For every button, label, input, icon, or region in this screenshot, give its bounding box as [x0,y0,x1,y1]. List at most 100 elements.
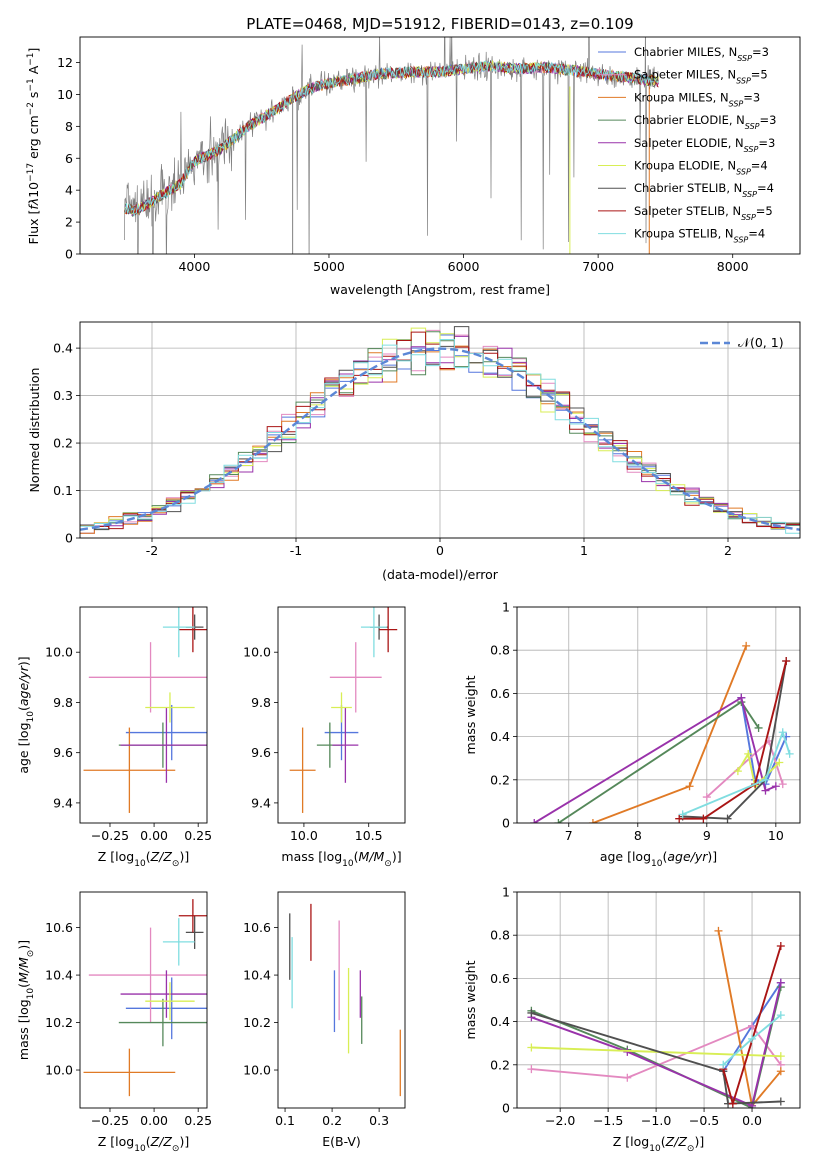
series-marker [761,786,770,795]
legend-entry: 𝒩(0, 1) [738,335,784,350]
legend-entry-count: =3 [758,136,775,150]
series-marker [778,728,787,737]
y-tick-label: 1 [502,885,510,900]
axes-frame [516,891,801,1109]
label-fragment: Z [log [98,849,134,864]
series-marker [737,693,746,702]
series-chabrier-elodie [554,698,763,823]
x-tick-label: 0.25 [184,1113,212,1128]
x-tick-label: 5000 [313,259,345,274]
series-marker [588,819,597,823]
label-fragment: ( [146,849,151,864]
y-tick-label: 10.2 [45,1015,73,1030]
plot-area [530,641,794,823]
series-marker [714,926,723,935]
x-tick-label: 1 [580,543,588,558]
label-fragment: ( [146,1134,151,1149]
age-vs-metallicity-panel: −0.25 0.00 0.259.49.69.810.0Z [log10(Z/Z⊙)… [16,606,212,869]
weight-vs-metallicity-panel: −2.0 −1.5 −1.0 −0.5 0.0 0 0.2 0.4 0.6 0.8 1 Z [log1… [463,885,801,1154]
series-salpeter-elodie [530,693,780,823]
point-salpeter-miles [329,642,382,713]
legend-entry: Chabrier MILES, NSSP=3 [634,45,769,63]
plot-area [80,326,800,534]
point-chabrier-elodie [118,998,207,1047]
label-fragment: )] [179,1134,189,1149]
y-tick-label: 9.6 [251,745,271,760]
point-kroupa-stelib [162,607,195,658]
x-tick-label: -1 [290,543,302,558]
spectrum-panel: 4000 5000 6000 7000 8000 0 2 4 6 8 10 12 wavelength … [26,36,801,297]
x-tick-label: −1.5 [593,1113,623,1128]
point-salpeter-stelib [178,607,207,653]
y-tick-label: 9.4 [53,795,73,810]
series-salpeter-stelib [719,942,785,1108]
series-marker [778,780,787,789]
legend-entry-name: Chabrier MILES, N [634,45,737,59]
series-marker [527,1008,536,1017]
axes-frame [277,606,406,824]
y-tick-label: 1 [502,600,510,615]
legend-entry-name: Salpeter MILES, N [634,68,736,82]
series-kroupa-stelib [678,728,794,819]
y-tick-label: 10.4 [243,968,271,983]
x-tick-label: 2 [724,543,732,558]
x-tick-label: −0.5 [689,1113,719,1128]
y-tick-label: 0.6 [490,686,510,701]
series-marker [776,942,785,950]
label-fragment: )] [392,849,402,864]
legend-entry-count: =3 [760,113,777,127]
series-marker [723,814,732,823]
label-fragment: M/M [16,957,31,983]
label-fragment: )] [694,1134,704,1149]
legend-entry-sub: SSP [742,190,757,199]
series-line [682,729,791,816]
series-marker [744,749,753,758]
label-fragment: −17 [26,163,36,182]
label-fragment: ⊙ [26,950,36,958]
series-marker [771,782,780,791]
legend-entry-sub: SSP [745,122,760,131]
mass-vs-reddening-panel: 0.1 0.2 0.3 10.0 10.2 10.4 10.6 E(B-V) [243,891,406,1149]
label-fragment: age [log [600,849,651,864]
legend-entry: Chabrier ELODIE, NSSP=3 [634,113,776,131]
label-fragment: −1 [26,52,36,65]
axes-frame [277,891,406,1109]
legend-entry-count: =4 [751,159,768,173]
y-tick-label: 6 [65,151,73,166]
y-axis-label: mass weight [463,675,478,754]
y-tick-label: 10.0 [45,1063,73,1078]
x-axis-label: Z [log10(Z/Z⊙)] [613,1134,704,1154]
point-kroupa-elodie [331,692,352,723]
figure-title: PLATE=0468, MJD=51912, FIBERID=0143, z=0… [246,15,633,33]
y-tick-label: 0 [502,1101,510,1116]
legend-entry-count: =4 [757,181,774,195]
series-marker [775,758,784,767]
point-kroupa-elodie [145,982,195,1021]
x-axis-label: mass [log10(M/M⊙)] [281,849,401,869]
label-fragment: ( [16,706,31,711]
x-tick-label: 9 [703,828,711,843]
x-tick-label: −1.0 [641,1113,671,1128]
y-tick-label: 9.4 [251,795,271,810]
label-fragment: 10 [134,859,146,869]
x-axis-label: Z [log10(Z/Z⊙)] [98,849,189,869]
point-salpeter-elodie [120,707,207,783]
label-fragment: )] [16,656,31,666]
axes-frame [516,606,801,824]
y-tick-label: 0.2 [490,772,510,787]
series-kroupa-miles [588,641,751,823]
series-line [679,660,788,820]
label-fragment: 10 [26,711,36,723]
y-tick-label: 0 [65,247,73,262]
x-tick-label: 10.5 [355,828,383,843]
point-salpeter-miles [88,642,207,713]
series-marker [527,1043,536,1052]
y-axis-label: Normed distribution [27,368,42,493]
point-chabrier-miles [125,704,207,761]
series-marker [678,810,687,819]
legend-entry-count: =3 [752,45,769,59]
legend-entry: Chabrier STELIB, NSSP=4 [634,181,774,199]
series-kroupa-stelib [719,1011,785,1069]
label-fragment: mass [log [281,849,342,864]
